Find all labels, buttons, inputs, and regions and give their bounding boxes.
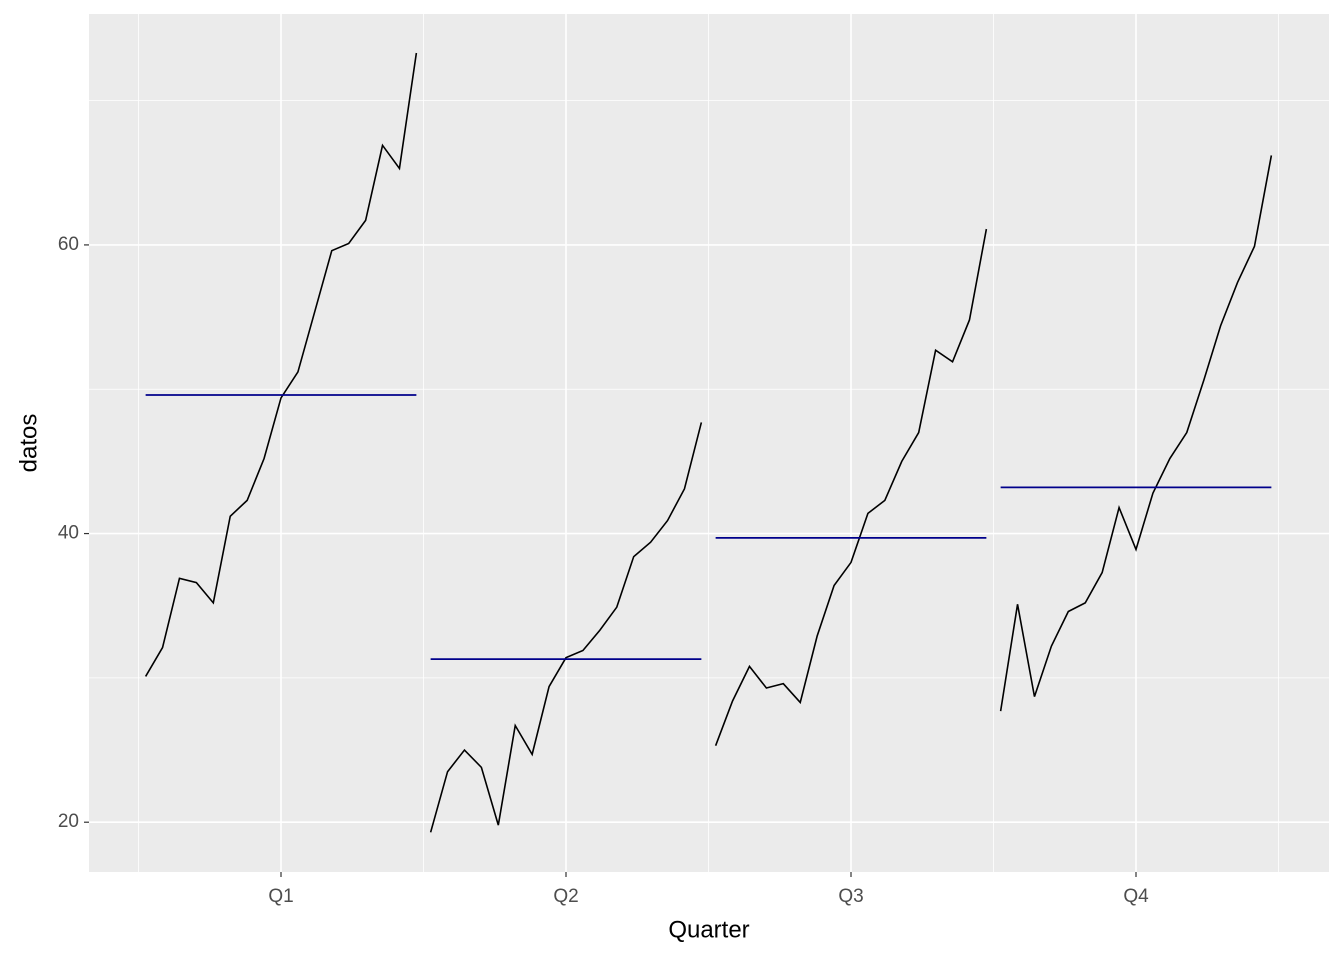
subseries-line: [429, 422, 703, 833]
x-tick-label: Q3: [838, 886, 863, 907]
y-tick-label: 60: [58, 234, 79, 255]
y-axis-title: datos: [15, 414, 42, 473]
x-axis-title: Quarter: [668, 916, 749, 943]
subseries-line: [714, 228, 988, 747]
panel: [89, 14, 1329, 872]
x-tick-label: Q4: [1123, 886, 1149, 907]
x-tick-label: Q2: [553, 886, 578, 907]
y-tick-label: 40: [58, 523, 79, 544]
subseries-line: [144, 52, 418, 677]
y-tick-label: 20: [58, 811, 79, 832]
subseries-line: [999, 155, 1273, 712]
x-tick-label: Q1: [268, 886, 293, 907]
